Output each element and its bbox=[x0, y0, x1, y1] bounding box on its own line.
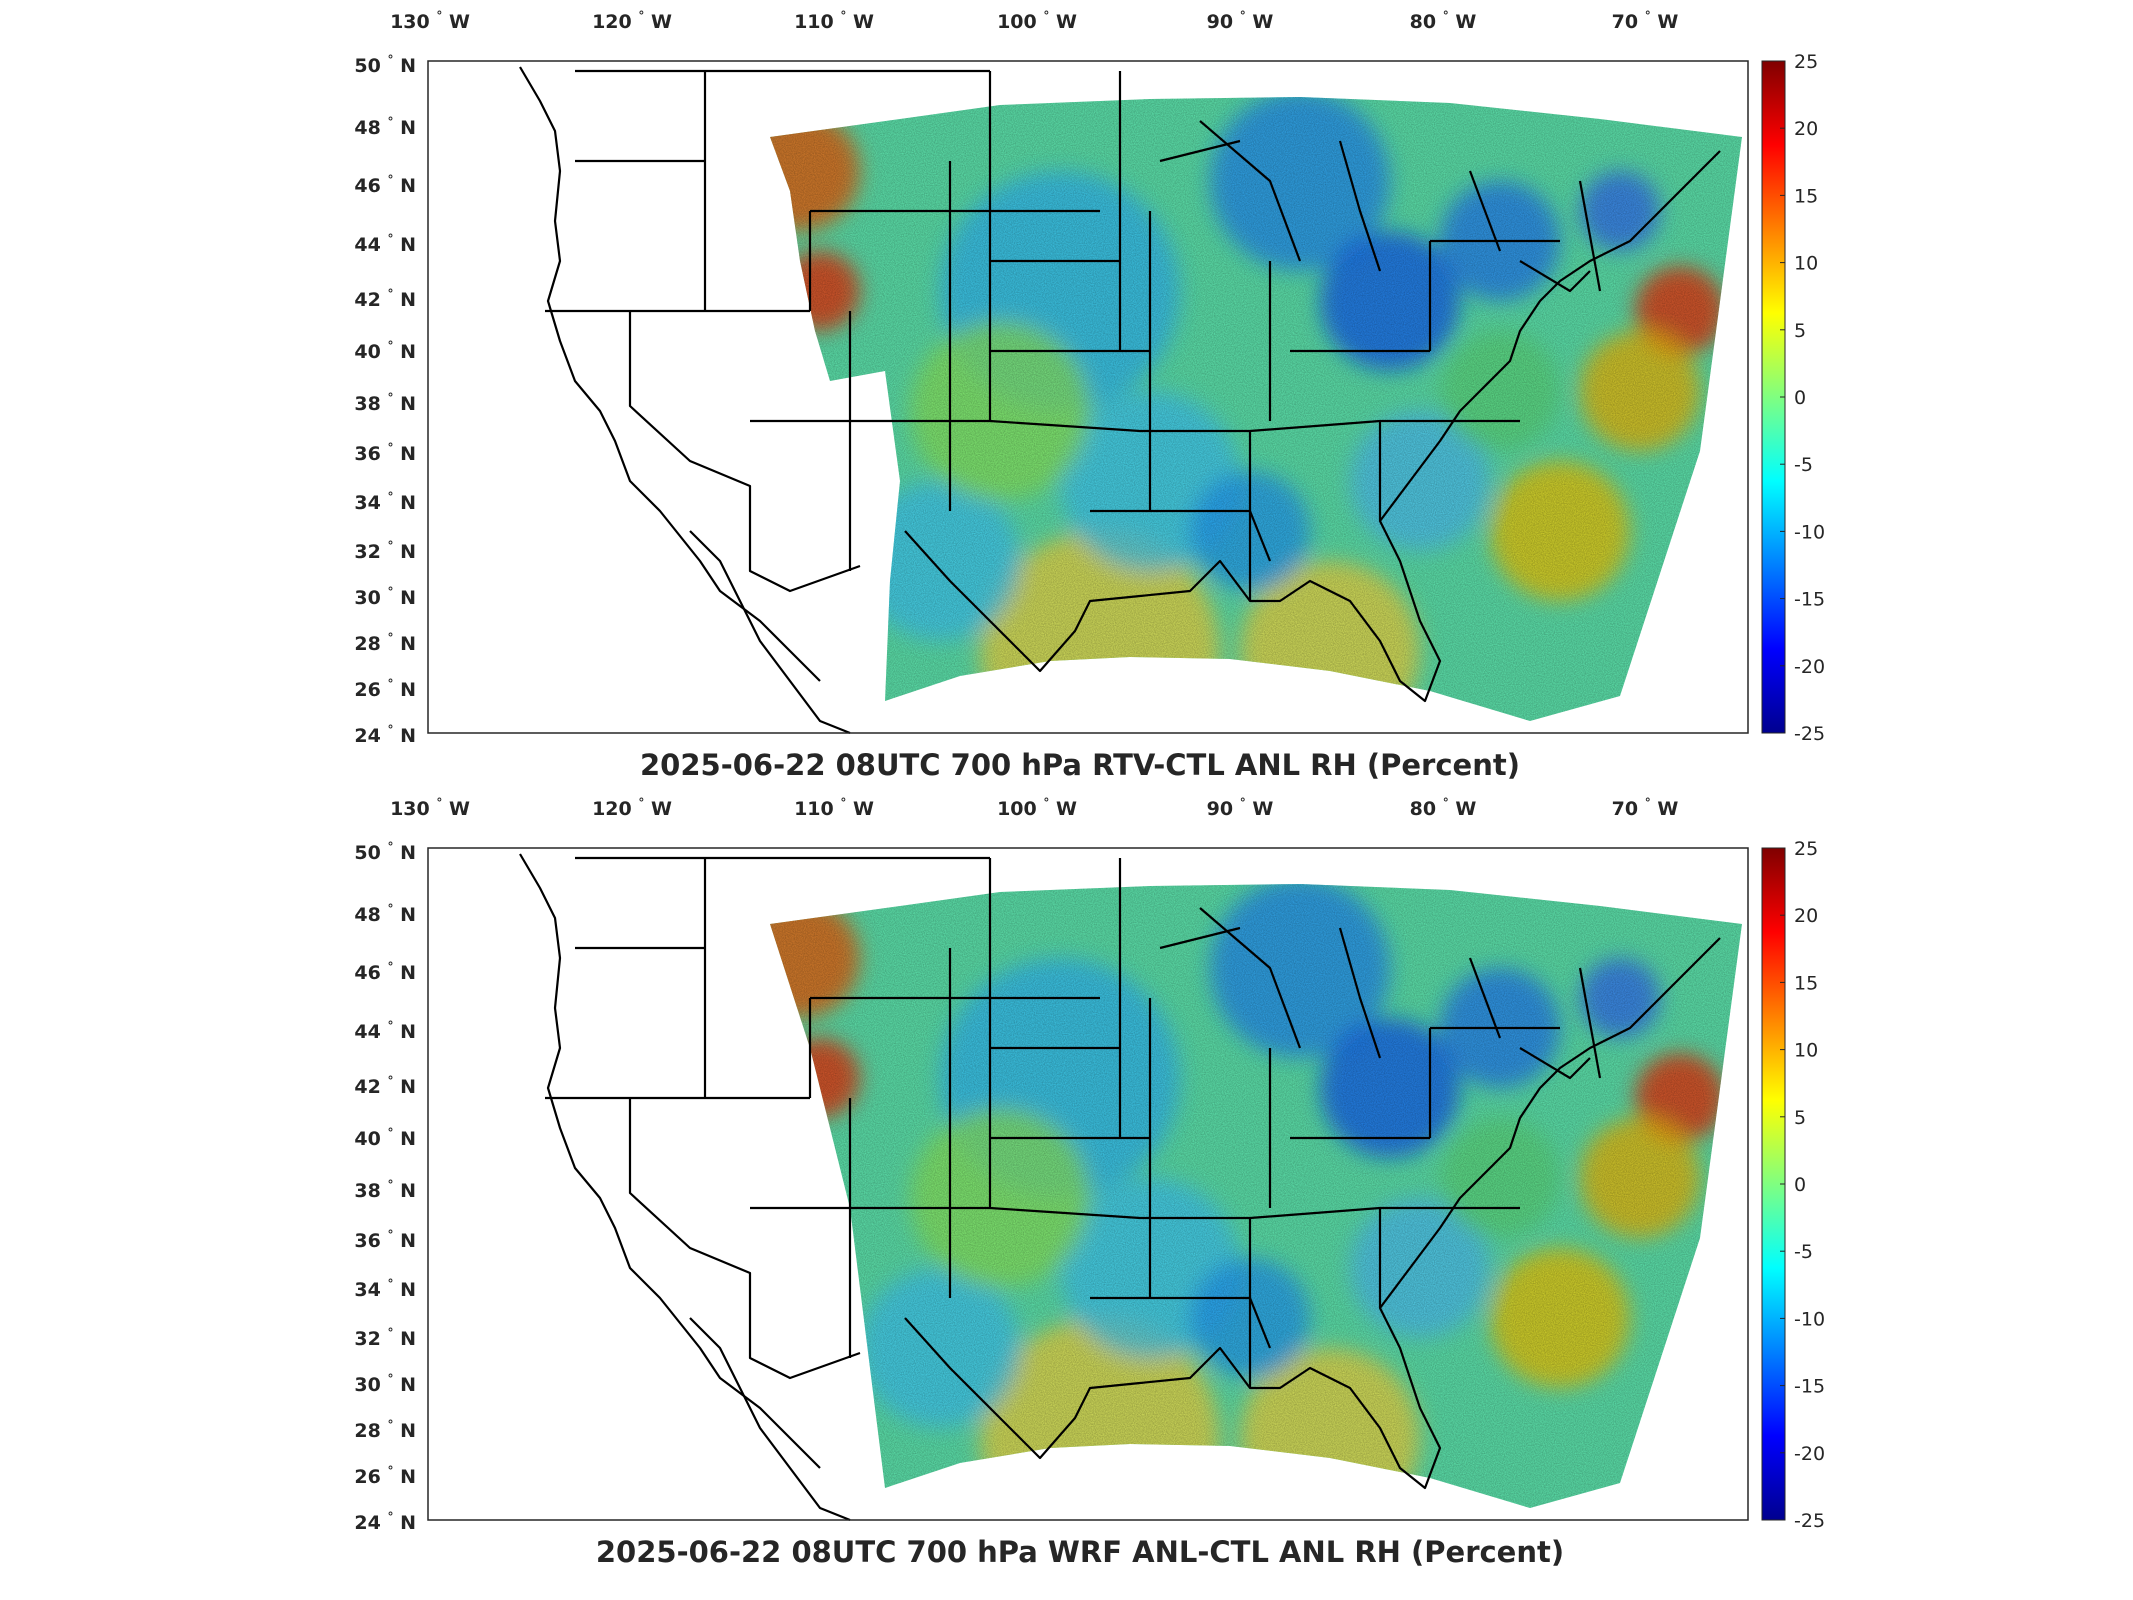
colorbar-tick-label: -5 bbox=[1794, 454, 1813, 476]
state-border bbox=[1519, 1047, 1591, 1080]
lat-tick-label: 38 ° N bbox=[354, 391, 416, 415]
boundaries bbox=[519, 853, 1721, 1522]
state-border bbox=[628, 311, 861, 593]
map-panel-2: 130 ° W 120 ° W 110 ° W 100 ° W 90 ° W 80 ° W… bbox=[354, 796, 1825, 1569]
state-border bbox=[1159, 926, 1241, 950]
colorbar-tick-label: -15 bbox=[1794, 589, 1825, 611]
gulf-atlantic-coastline bbox=[904, 150, 1721, 703]
colorbar-tick-label: 5 bbox=[1794, 320, 1806, 342]
lat-tick-label: 28 ° N bbox=[354, 631, 416, 655]
lat-tick-label: 50 ° N bbox=[354, 840, 416, 864]
lat-tick-label: 26 ° N bbox=[354, 1464, 416, 1488]
lat-tick-label: 26 ° N bbox=[354, 677, 416, 701]
colorbar-tick-label: 20 bbox=[1794, 118, 1818, 140]
lat-tick-label: 24 ° N bbox=[354, 723, 416, 747]
plot-frame bbox=[427, 60, 1749, 734]
pacific-coastline bbox=[519, 853, 821, 1469]
lat-tick-label: 42 ° N bbox=[354, 287, 416, 311]
colorbar-tick-label: 0 bbox=[1794, 1174, 1806, 1196]
colorbar-tick-label: -25 bbox=[1794, 723, 1825, 745]
lon-tick-label: 100 ° W bbox=[997, 9, 1077, 33]
lat-tick-label: 48 ° N bbox=[354, 902, 416, 926]
gulf-atlantic-coastline bbox=[904, 937, 1721, 1490]
lat-tick-label: 46 ° N bbox=[354, 173, 416, 197]
colorbar-tick-label: 25 bbox=[1794, 51, 1818, 73]
lat-tick-label: 34 ° N bbox=[354, 1277, 416, 1301]
state-border bbox=[989, 419, 1250, 433]
map-panel-1: 130 ° W 120 ° W 110 ° W 100 ° W 90 ° W 80 ° W… bbox=[354, 9, 1825, 782]
colorbar-tick-label: 5 bbox=[1794, 1107, 1806, 1129]
lat-tick-label: 40 ° N bbox=[354, 1126, 416, 1150]
colorbar-tick-label: -25 bbox=[1794, 1510, 1825, 1532]
colorbar-tick-label: 20 bbox=[1794, 905, 1818, 927]
state-border bbox=[1468, 957, 1502, 1039]
baja-coastline bbox=[689, 1317, 851, 1522]
state-border bbox=[1468, 170, 1502, 252]
lat-tick-label: 34 ° N bbox=[354, 490, 416, 514]
colorbar-tick-label: -10 bbox=[1794, 521, 1825, 543]
colorbar-tick-label: 15 bbox=[1794, 185, 1818, 207]
state-border bbox=[1338, 927, 1382, 1059]
lat-tick-label: 40 ° N bbox=[354, 339, 416, 363]
colorbar-tick-label: 25 bbox=[1794, 838, 1818, 860]
colorbar-tick-label: 0 bbox=[1794, 387, 1806, 409]
panel-title: 2025-06-22 08UTC 700 hPa WRF ANL-CTL ANL… bbox=[596, 1535, 1564, 1569]
lat-tick-label: 36 ° N bbox=[354, 1228, 416, 1252]
lat-tick-label: 44 ° N bbox=[354, 1019, 416, 1043]
state-border bbox=[1338, 140, 1382, 272]
state-border bbox=[1578, 967, 1602, 1079]
panel-title: 2025-06-22 08UTC 700 hPa RTV-CTL ANL RH … bbox=[640, 748, 1520, 782]
baja-coastline bbox=[689, 530, 851, 735]
colorbar-tick-label: 10 bbox=[1794, 253, 1818, 275]
colorbar-tick-label: -20 bbox=[1794, 1443, 1825, 1465]
lon-tick-label: 90 ° W bbox=[1207, 796, 1274, 820]
lat-tick-label: 24 ° N bbox=[354, 1510, 416, 1534]
state-border bbox=[1578, 180, 1602, 292]
lon-tick-label: 110 ° W bbox=[794, 796, 874, 820]
lat-tick-label: 36 ° N bbox=[354, 441, 416, 465]
lon-tick-label: 130 ° W bbox=[390, 9, 470, 33]
lat-tick-label: 28 ° N bbox=[354, 1418, 416, 1442]
lon-tick-label: 70 ° W bbox=[1612, 796, 1679, 820]
colorbar-tick-label: -15 bbox=[1794, 1376, 1825, 1398]
lat-tick-label: 32 ° N bbox=[354, 539, 416, 563]
lon-tick-label: 70 ° W bbox=[1612, 9, 1679, 33]
lat-tick-label: 48 ° N bbox=[354, 115, 416, 139]
state-border bbox=[1519, 260, 1591, 293]
lon-tick-label: 80 ° W bbox=[1410, 9, 1477, 33]
colorbar-tick-label: 10 bbox=[1794, 1040, 1818, 1062]
rh-difference-field bbox=[770, 884, 1742, 1508]
lat-tick-label: 46 ° N bbox=[354, 960, 416, 984]
state-border bbox=[628, 1098, 861, 1380]
lon-tick-label: 120 ° W bbox=[592, 9, 672, 33]
state-border bbox=[1199, 120, 1302, 262]
lat-tick-label: 44 ° N bbox=[354, 232, 416, 256]
plot-frame bbox=[427, 847, 1749, 1521]
lon-tick-label: 120 ° W bbox=[592, 796, 672, 820]
colorbar-tick-label: 15 bbox=[1794, 972, 1818, 994]
lon-tick-label: 100 ° W bbox=[997, 796, 1077, 820]
colorbar-tick-label: -5 bbox=[1794, 1241, 1813, 1263]
state-border bbox=[1159, 139, 1241, 163]
field-texture bbox=[770, 97, 1742, 721]
lon-tick-label: 80 ° W bbox=[1410, 796, 1477, 820]
lat-tick-label: 42 ° N bbox=[354, 1074, 416, 1098]
colorbar-tick-label: -10 bbox=[1794, 1308, 1825, 1330]
lon-tick-label: 110 ° W bbox=[794, 9, 874, 33]
lat-tick-label: 32 ° N bbox=[354, 1326, 416, 1350]
field-texture bbox=[770, 884, 1742, 1508]
lat-tick-label: 38 ° N bbox=[354, 1178, 416, 1202]
lat-tick-label: 30 ° N bbox=[354, 585, 416, 609]
pacific-coastline bbox=[519, 66, 821, 682]
boundaries bbox=[519, 66, 1721, 735]
lon-tick-label: 90 ° W bbox=[1207, 9, 1274, 33]
lon-tick-label: 130 ° W bbox=[390, 796, 470, 820]
state-border bbox=[1199, 907, 1302, 1049]
colorbar-tick-label: -20 bbox=[1794, 656, 1825, 678]
lat-tick-label: 50 ° N bbox=[354, 53, 416, 77]
state-border bbox=[989, 1206, 1250, 1220]
lat-tick-label: 30 ° N bbox=[354, 1372, 416, 1396]
